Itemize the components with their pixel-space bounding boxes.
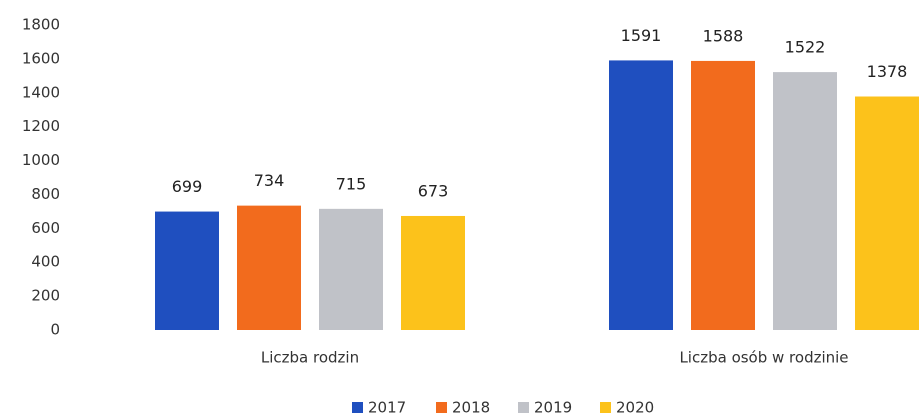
data-label: 699 bbox=[172, 177, 203, 196]
bar bbox=[855, 96, 919, 330]
bar bbox=[155, 211, 219, 330]
y-tick-label: 1800 bbox=[22, 16, 60, 34]
bar bbox=[609, 60, 673, 331]
bar bbox=[401, 215, 465, 330]
y-tick-label: 1400 bbox=[22, 83, 60, 101]
bar bbox=[319, 208, 383, 330]
legend-label: 2020 bbox=[616, 399, 654, 417]
legend-swatch bbox=[518, 402, 529, 413]
data-label: 1522 bbox=[785, 38, 826, 57]
data-label: 1378 bbox=[867, 62, 908, 81]
bar bbox=[237, 205, 301, 330]
legend-label: 2017 bbox=[368, 399, 406, 417]
y-tick-label: 0 bbox=[50, 321, 60, 339]
x-tick-label: Liczba osób w rodzinie bbox=[679, 349, 848, 367]
y-tick-label: 400 bbox=[31, 253, 60, 271]
legend-swatch bbox=[352, 402, 363, 413]
y-tick-label: 1200 bbox=[22, 117, 60, 135]
data-label: 673 bbox=[418, 181, 449, 200]
legend-swatch bbox=[436, 402, 447, 413]
data-label: 715 bbox=[336, 174, 367, 193]
y-tick-label: 800 bbox=[31, 185, 60, 203]
data-label: 1588 bbox=[703, 26, 744, 45]
y-tick-label: 600 bbox=[31, 219, 60, 237]
y-tick-label: 1000 bbox=[22, 151, 60, 169]
data-label: 1591 bbox=[621, 26, 662, 45]
x-tick-label: Liczba rodzin bbox=[261, 349, 359, 367]
y-tick-label: 200 bbox=[31, 287, 60, 305]
legend-swatch bbox=[600, 402, 611, 413]
bar bbox=[691, 60, 755, 331]
legend-label: 2019 bbox=[534, 399, 572, 417]
bar bbox=[773, 72, 837, 330]
data-label: 734 bbox=[254, 171, 285, 190]
legend-label: 2018 bbox=[452, 399, 490, 417]
y-tick-label: 1600 bbox=[22, 49, 60, 67]
